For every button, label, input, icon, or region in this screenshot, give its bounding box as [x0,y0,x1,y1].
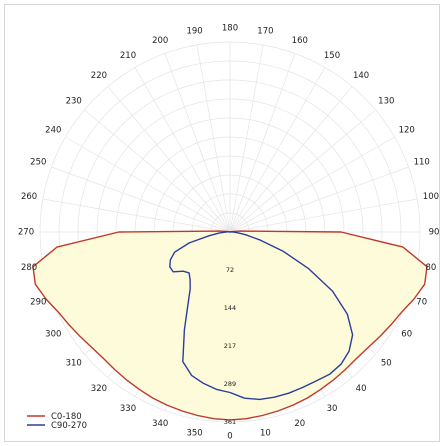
angle-tick-label: 80 [425,263,436,273]
grid-spoke [51,166,231,233]
grid-spoke [229,67,326,233]
angle-tick-label: 130 [378,96,394,106]
polar-chart: 0 10 20 30 40 50 60 70 80 90 100 110 120 130 140 150 160… [18,24,440,442]
grid-spoke [229,86,353,233]
radial-tick-label: 289 [224,380,236,388]
radial-tick-label: 72 [226,266,234,274]
angle-tick-label: 310 [66,359,82,369]
grid-spoke [229,109,376,233]
angle-tick-label: 290 [30,297,46,307]
angle-tick-label: 0 [227,432,232,442]
grid-spoke [229,136,395,233]
angle-tick-label: 230 [66,96,82,106]
radial-tick-label: 144 [224,304,236,312]
label-layer: 0 10 20 30 40 50 60 70 80 90 100 110 120 130 140 150 160… [18,24,440,442]
series-line-c90-270 [169,231,354,401]
angle-tick-label: 190 [186,27,202,37]
angle-tick-label: 200 [152,36,168,46]
angle-tick-label: 30 [327,404,338,414]
grid-spoke [196,44,231,233]
angle-tick-label: 340 [152,419,168,429]
angle-tick-label: 150 [324,51,340,61]
angle-tick-label: 10 [260,428,271,438]
angle-tick-label: 180 [222,24,238,34]
angle-tick-label: 170 [257,27,273,37]
angle-tick-label: 110 [414,158,430,168]
angle-tick-label: 350 [186,428,202,438]
angle-tick-label: 260 [21,192,37,202]
radial-tick-label: 217 [224,342,236,350]
angle-tick-label: 100 [423,192,439,202]
series-layer [32,230,428,421]
angle-tick-label: 300 [45,330,61,340]
angle-tick-label: 320 [91,384,107,394]
angle-tick-label: 250 [30,158,46,168]
grid-spoke [65,136,231,233]
legend-label: C0-180 [51,412,82,422]
grid-spoke [42,198,231,233]
grid-spoke [84,109,231,233]
angle-tick-label: 120 [399,126,415,136]
angle-tick-label: 40 [356,384,367,394]
angle-tick-label: 70 [416,297,427,307]
legend-box [19,405,114,439]
angle-tick-label: 330 [120,404,136,414]
legend-label: C90-270 [51,421,87,431]
grid-spoke [229,198,418,233]
angle-tick-label: 160 [292,36,308,46]
grid-spoke [164,53,231,233]
angle-tick-label: 210 [120,51,136,61]
grid-spoke [229,44,264,233]
chart-frame: 0 10 20 30 40 50 60 70 80 90 100 110 120 130 140 150 160… [4,4,440,442]
angle-tick-label: 140 [353,71,369,81]
angle-tick-label: 50 [381,359,392,369]
angle-tick-label: 60 [401,330,412,340]
grid-spoke [134,67,231,233]
grid-spoke [229,53,296,233]
angle-tick-label: 90 [429,228,440,238]
angle-tick-label: 220 [91,71,107,81]
grid-spoke [107,86,231,233]
radial-tick-label: 361 [224,418,236,426]
angle-tick-label: 20 [294,419,305,429]
angle-tick-label: 270 [18,228,34,238]
grid-spoke [229,166,409,233]
angle-tick-label: 240 [45,126,61,136]
angle-tick-label: 280 [21,263,37,273]
